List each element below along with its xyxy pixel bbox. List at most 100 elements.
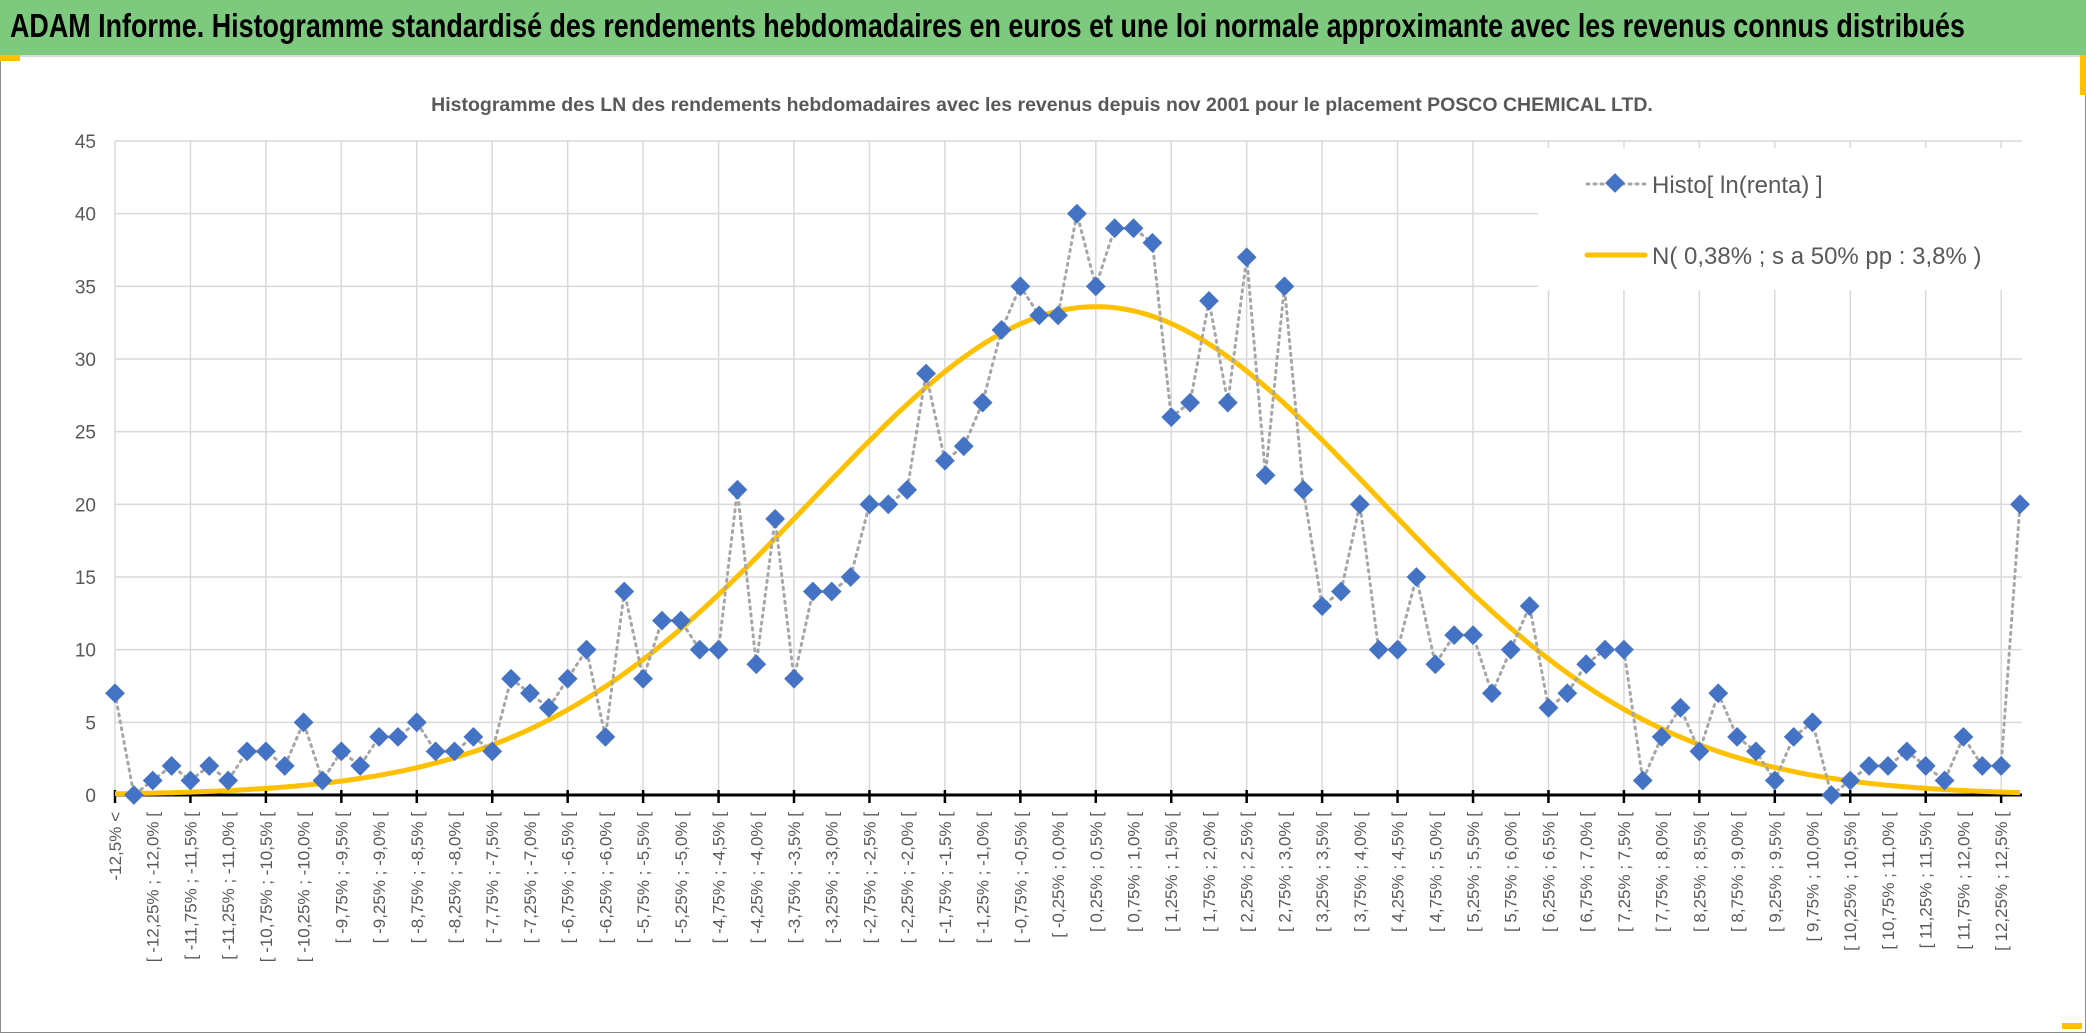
histogram-point	[878, 494, 899, 515]
histogram-point	[1293, 479, 1314, 500]
histogram-point	[1821, 785, 1842, 805]
x-tick-label: [ 7,25% ; 7,5% [	[1615, 812, 1634, 932]
x-tick-label: [ -7,75% ; -7,5% [	[483, 812, 502, 944]
x-tick-label: [ -4,25% ; -4,0% [	[747, 812, 766, 944]
x-tick-label: [ -6,75% ; -6,5% [	[559, 812, 578, 944]
x-tick-label: [ -10,75% ; -10,5% [	[257, 812, 276, 963]
histogram-point	[1878, 756, 1898, 776]
x-tick-label: [ -8,75% ; -8,5% [	[408, 812, 427, 944]
x-tick-label: [ -5,25% ; -5,0% [	[672, 812, 691, 944]
histogram-point	[1425, 654, 1446, 675]
y-axis-ticks: 0 5 10 15 20 25 30 35 40 45	[75, 132, 96, 807]
histogram-point	[369, 726, 389, 747]
histogram-point	[1349, 494, 1370, 515]
x-tick-label: [ -0,25% ; 0,0% [	[1049, 812, 1068, 938]
chart-title: Histogramme des LN des rendements hebdom…	[431, 94, 1653, 116]
normal-curve-group	[114, 304, 2021, 797]
x-tick-label: [ -9,25% ; -9,0% [	[370, 812, 389, 944]
corner-accent	[2080, 55, 2086, 95]
legend-diamond-icon	[1605, 173, 1625, 193]
histogram-point	[501, 668, 521, 689]
histogram-point	[463, 726, 484, 747]
x-tick-label: [ -3,75% ; -3,5% [	[785, 812, 804, 944]
histogram-point	[105, 683, 125, 704]
histogram-point	[538, 697, 559, 718]
x-tick-label: [ 0,25% ; 0,5% [	[1087, 812, 1106, 932]
histogram-point	[652, 610, 672, 631]
y-tick-label: 5	[85, 713, 96, 734]
legend-background	[1538, 148, 2024, 290]
histogram-point	[293, 712, 314, 733]
histogram-point	[953, 436, 974, 457]
histogram-point	[1048, 305, 1068, 326]
histogram-point	[1500, 639, 1521, 660]
histogram-point	[1274, 276, 1295, 297]
histogram-series-group	[105, 203, 2030, 805]
histogram-point	[1142, 232, 1163, 253]
histogram-point	[1934, 770, 1955, 791]
x-tick-label: [ -1,25% ; -1,0% [	[974, 812, 993, 944]
y-tick-label: 10	[75, 641, 96, 662]
y-tick-label: 35	[75, 277, 96, 298]
histogram-point	[1595, 639, 1615, 660]
y-tick-label: 45	[75, 132, 96, 153]
histogram-point	[1651, 726, 1672, 747]
histogram-point	[444, 741, 465, 762]
histogram-point	[1406, 567, 1427, 587]
y-tick-label: 0	[85, 786, 96, 807]
legend: Histo[ ln(renta) ] N( 0,38% ; s a 50% pp…	[1584, 172, 1982, 270]
x-tick-label: [ -5,75% ; -5,5% [	[634, 812, 653, 944]
histogram-point	[1161, 407, 1182, 428]
x-tick-label: [ 6,75% ; 7,0% [	[1577, 812, 1596, 932]
histogram-point	[765, 508, 786, 529]
histogram-point	[520, 683, 540, 704]
histogram-point	[1953, 726, 1974, 747]
histogram-point	[142, 770, 163, 791]
x-tick-label: [ 4,25% ; 4,5% [	[1389, 812, 1408, 932]
histogram-point	[935, 450, 955, 471]
histogram-point	[1538, 697, 1559, 718]
histogram-point	[821, 581, 842, 602]
x-tick-label: [ 8,25% ; 8,5% [	[1690, 812, 1709, 932]
histogram-point	[1727, 726, 1747, 747]
y-tick-label: 25	[75, 423, 96, 444]
x-tick-label: [ 12,25% ; 12,5% [	[1992, 812, 2011, 951]
x-tick-label: [ -4,75% ; -4,5% [	[710, 812, 729, 944]
histogram-point	[595, 726, 616, 747]
report-title: ADAM Informe. Histogramme standardisé de…	[10, 7, 1965, 44]
x-tick-label: [ -6,25% ; -6,0% [	[596, 812, 615, 944]
histogram-point	[425, 741, 446, 762]
histogram-point	[237, 741, 257, 762]
x-tick-label: [ -11,25% ; -11,0% [	[219, 812, 238, 960]
histogram-point	[1896, 741, 1917, 762]
x-tick-label: [ -11,75% ; -11,5% [	[181, 812, 200, 960]
histogram-point	[859, 494, 880, 515]
histogram-point	[1368, 639, 1389, 660]
x-tick-label: -12,5% <	[106, 812, 125, 881]
x-tick-label: [ 5,25% ; 5,5% [	[1464, 812, 1483, 932]
histogram-point	[1840, 770, 1861, 791]
histogram-point	[1519, 596, 1540, 616]
histogram-point	[255, 741, 276, 762]
histogram-point	[331, 741, 352, 762]
x-tick-label: [ 10,25% ; 10,5% [	[1841, 812, 1860, 951]
histogram-point	[1670, 697, 1691, 718]
x-axis-labels: -12,5% < [ -12,25% ; -12,0% [[ -11,75% ; …	[106, 812, 2011, 963]
histogram-point	[840, 567, 861, 587]
histogram-point	[1180, 392, 1200, 413]
histogram-point	[1859, 756, 1880, 776]
x-tick-label: [ 9,75% ; 10,0% [	[1804, 812, 1823, 942]
histogram-point	[1010, 276, 1031, 297]
histogram-point	[1067, 203, 1087, 224]
x-tick-label: [ -8,25% ; -8,0% [	[446, 812, 465, 944]
histogram-point	[1576, 654, 1597, 675]
histogram-point	[897, 479, 918, 500]
corner-accent	[2062, 1023, 2082, 1029]
histogram-point	[727, 479, 748, 500]
histogram-point	[670, 610, 691, 631]
histogram-point	[614, 581, 635, 602]
histogram-point	[350, 756, 371, 776]
histogram-point	[1614, 639, 1634, 660]
histogram-point	[972, 392, 993, 413]
